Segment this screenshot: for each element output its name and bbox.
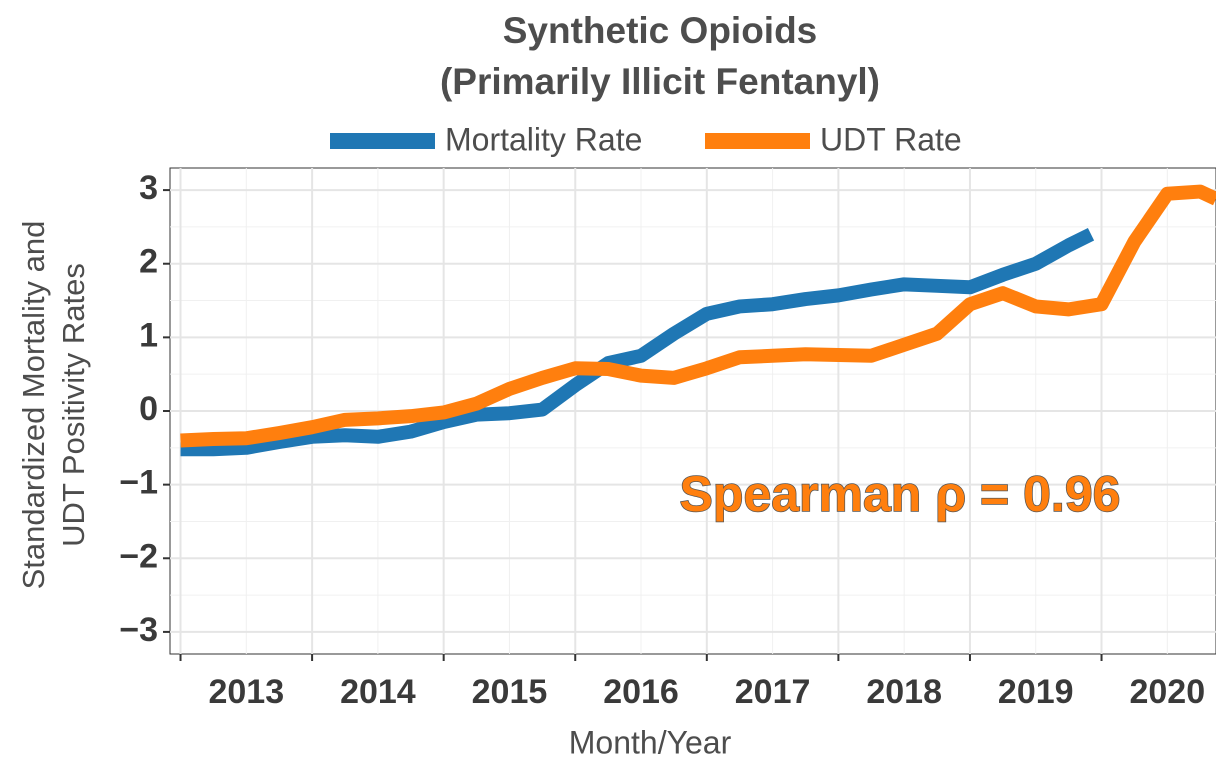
x-tick-label: 2016 [603,673,679,711]
annotation: Spearman ρ = 0.96 [680,466,1121,522]
line-series [180,227,1095,457]
x-tick-label: 2015 [472,673,548,711]
x-tick-label: 2017 [735,673,811,711]
y-tick-label: 2 [139,243,158,281]
y-tick-label: 0 [139,390,158,428]
chart-title: Synthetic Opioids [503,10,818,51]
legend-label: Mortality Rate [445,121,642,157]
x-tick-label: 2013 [208,673,284,711]
x-tick-label: 2019 [998,673,1074,711]
y-tick-label: 3 [139,169,158,207]
chart-title: (Primarily Illicit Fentanyl) [440,61,880,102]
x-tick-label: 2020 [1129,673,1205,711]
x-axis-label: Month/Year [569,724,732,760]
y-tick-label: −2 [119,537,158,575]
legend-label: UDT Rate [820,121,962,157]
x-tick-label: 2014 [340,673,416,711]
y-tick-label: 1 [139,316,158,354]
y-axis-label: UDT Positivity Rates [56,263,91,547]
x-tick-label: 2018 [866,673,942,711]
y-axis-label: Standardized Mortality and [16,221,51,590]
y-tick-label: −3 [119,611,158,649]
line-series [180,184,1216,448]
y-tick-label: −1 [119,464,158,502]
